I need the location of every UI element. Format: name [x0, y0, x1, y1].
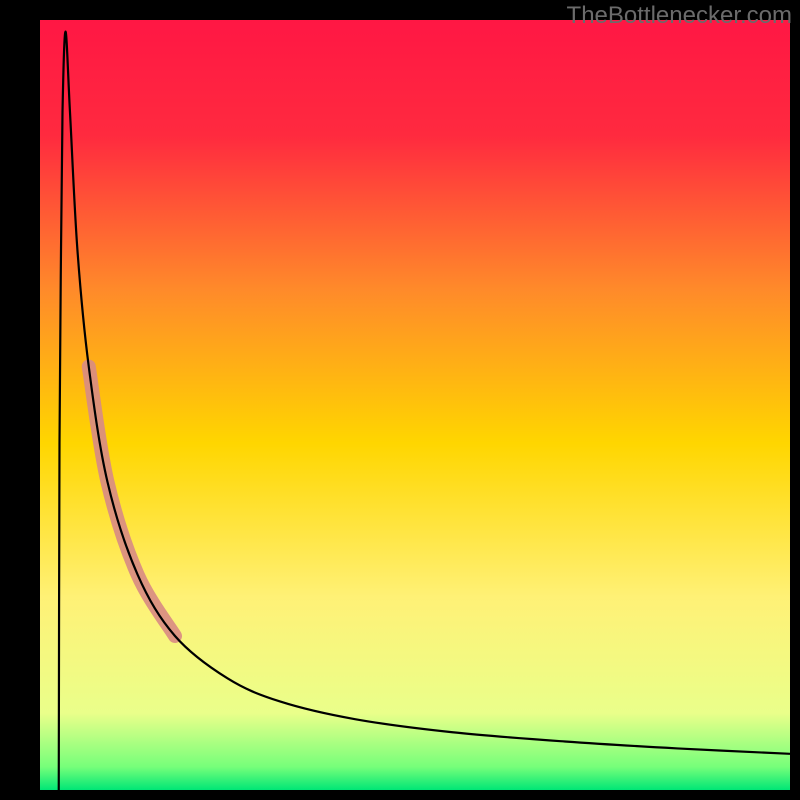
- chart-frame: TheBottlenecker.com: [0, 0, 800, 800]
- watermark-label: TheBottlenecker.com: [567, 2, 792, 30]
- gradient-background: [40, 20, 790, 790]
- plot-area: [40, 20, 790, 790]
